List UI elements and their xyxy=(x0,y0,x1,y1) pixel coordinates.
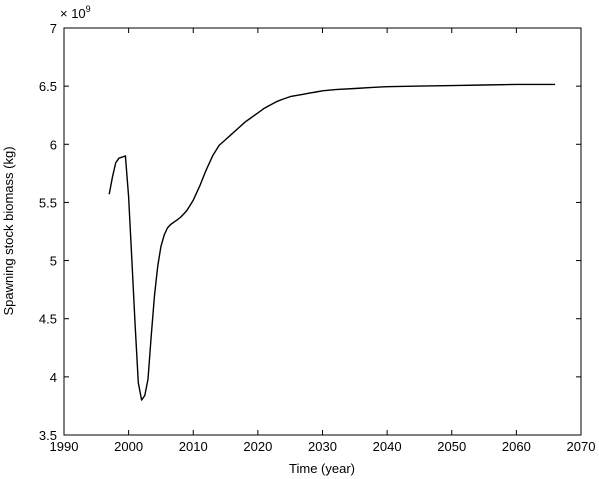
y-tick-label: 4.5 xyxy=(39,312,57,327)
y-tick-label: 5.5 xyxy=(39,195,57,210)
series-layer xyxy=(108,83,556,401)
x-tick-label: 2000 xyxy=(114,439,143,454)
x-tick-label: 2050 xyxy=(437,439,466,454)
x-axis-ticks: 1990 2000 2010 2020 2030 2040 2050 2060 2070 xyxy=(50,28,596,454)
x-tick-label: 1990 xyxy=(50,439,79,454)
y-tick-label: 6 xyxy=(50,137,57,152)
y-tick-label: 7 xyxy=(50,21,57,36)
y-tick-label: 6.5 xyxy=(39,79,57,94)
y-tick-label: 5 xyxy=(50,254,57,269)
series-line xyxy=(108,83,556,401)
y-axis-label: Spawning stock biomass (kg) xyxy=(1,146,16,315)
y-exponent-label: × 109 xyxy=(60,4,91,21)
x-tick-label: 2040 xyxy=(373,439,402,454)
x-tick-label: 2020 xyxy=(243,439,272,454)
y-axis-ticks: 3.5 4 4.5 5 5.5 6 6.5 7 xyxy=(39,21,581,443)
x-tick-label: 2030 xyxy=(308,439,337,454)
x-tick-label: 2070 xyxy=(567,439,596,454)
y-tick-label: 4 xyxy=(50,370,57,385)
y-tick-label: 3.5 xyxy=(39,428,57,443)
x-tick-label: 2010 xyxy=(179,439,208,454)
y-exponent-power: 9 xyxy=(86,4,91,14)
x-tick-label: 2060 xyxy=(502,439,531,454)
x-axis-label: Time (year) xyxy=(289,461,355,476)
y-exponent-base: × 10 xyxy=(60,6,86,21)
